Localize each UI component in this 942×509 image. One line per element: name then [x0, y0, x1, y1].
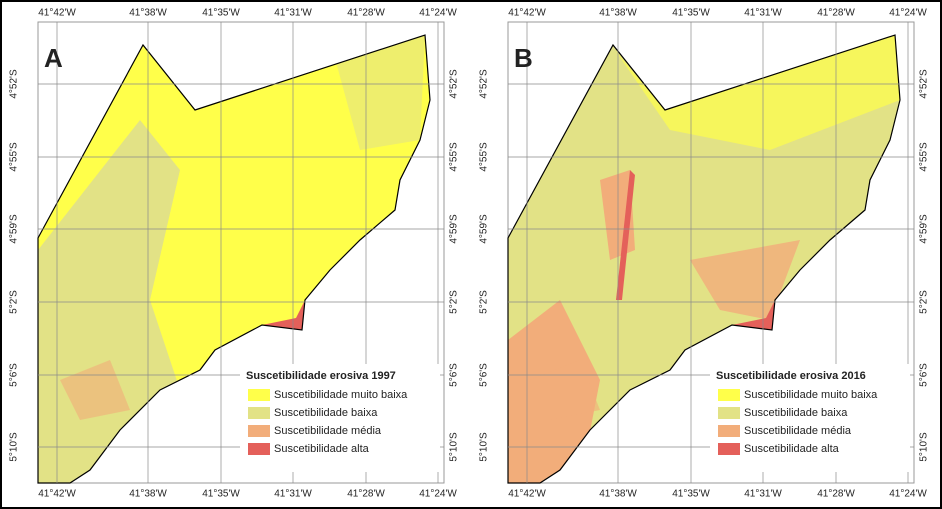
lon-label: 41°38'W [129, 489, 167, 500]
legend-swatch [718, 389, 740, 401]
lat-label: 5°6'S [479, 363, 490, 387]
legend-swatch [248, 407, 270, 419]
zone-high [732, 300, 775, 330]
legend-item: Suscetibilidade média [274, 425, 382, 437]
legend-item: Suscetibilidade muito baixa [744, 389, 878, 401]
lon-label: 41°28'W [347, 8, 385, 19]
lat-label: 5°6'S [919, 363, 930, 387]
panel-label: A [44, 43, 63, 73]
lat-label: 5°10'S [919, 432, 930, 462]
lon-label: 41°31'W [744, 489, 782, 500]
lat-label: 5°10'S [449, 432, 460, 462]
map-panel: 41°42'W 41°42'W 41°38'W 41°38'W 41°35'W 41°35… [479, 8, 930, 500]
lat-label: 5°2'S [919, 290, 930, 314]
panel-label: B [514, 43, 533, 73]
boundary [37, 34, 431, 484]
legend-item: Suscetibilidade média [744, 425, 852, 437]
boundary [507, 34, 901, 484]
lon-label: 41°35'W [202, 8, 240, 19]
legend-item: Suscetibilidade muito baixa [274, 389, 408, 401]
lat-label: 4°59'S [479, 214, 490, 244]
lat-label: 5°10'S [479, 432, 490, 462]
lat-label: 4°55'S [9, 142, 20, 172]
legend-item: Suscetibilidade alta [744, 443, 840, 455]
lon-label: 41°28'W [817, 489, 855, 500]
legend-item: Suscetibilidade alta [274, 443, 370, 455]
lon-label: 41°42'W [38, 489, 76, 500]
legend-swatch [718, 425, 740, 437]
lon-label: 41°35'W [202, 489, 240, 500]
legend-item: Suscetibilidade baixa [274, 407, 378, 419]
lat-label: 5°2'S [449, 290, 460, 314]
lat-label: 5°10'S [9, 432, 20, 462]
zone-high [262, 300, 305, 330]
lat-label: 5°2'S [479, 290, 490, 314]
lon-label: 41°35'W [672, 489, 710, 500]
zone-very-low [615, 35, 900, 150]
lat-label: 4°59'S [449, 214, 460, 244]
lat-label: 4°55'S [919, 142, 930, 172]
legend-title: Suscetibilidade erosiva 2016 [716, 370, 866, 382]
legend-title: Suscetibilidade erosiva 1997 [246, 370, 396, 382]
legend-swatch [718, 443, 740, 455]
legend-item: Suscetibilidade baixa [744, 407, 848, 419]
legend-box [710, 364, 910, 472]
legend-swatch [248, 425, 270, 437]
legend-swatch [248, 443, 270, 455]
lon-label: 41°24'W [889, 489, 927, 500]
lon-label: 41°42'W [508, 8, 546, 19]
lat-label: 4°59'S [919, 214, 930, 244]
lat-label: 5°6'S [449, 363, 460, 387]
zone-high [616, 170, 635, 300]
lat-label: 4°52'S [449, 69, 460, 99]
map-area [508, 35, 900, 483]
lon-label: 41°35'W [672, 8, 710, 19]
lon-label: 41°38'W [599, 8, 637, 19]
lon-label: 41°28'W [817, 8, 855, 19]
lon-label: 41°38'W [129, 8, 167, 19]
zone-low [330, 35, 425, 150]
lon-label: 41°28'W [347, 489, 385, 500]
lat-label: 4°52'S [919, 69, 930, 99]
lon-label: 41°31'W [274, 489, 312, 500]
lat-label: 4°52'S [479, 69, 490, 99]
lon-label: 41°24'W [889, 8, 927, 19]
lon-label: 41°31'W [274, 8, 312, 19]
lon-label: 41°42'W [38, 8, 76, 19]
lat-label: 4°55'S [479, 142, 490, 172]
legend-box [240, 364, 440, 472]
legend-swatch [718, 407, 740, 419]
zone-medium [690, 240, 800, 320]
lat-label: 5°2'S [9, 290, 20, 314]
legend-swatch [248, 389, 270, 401]
lat-label: 4°55'S [449, 142, 460, 172]
lon-label: 41°42'W [508, 489, 546, 500]
lon-label: 41°24'W [419, 8, 457, 19]
lon-label: 41°31'W [744, 8, 782, 19]
map-panel: 41°42'W 41°42'W 41°38'W 41°38'W 41°35'W 41°35… [9, 8, 460, 500]
lat-label: 5°6'S [9, 363, 20, 387]
lon-label: 41°38'W [599, 489, 637, 500]
lat-label: 4°52'S [9, 69, 20, 99]
lat-label: 4°59'S [9, 214, 20, 244]
lon-label: 41°24'W [419, 489, 457, 500]
